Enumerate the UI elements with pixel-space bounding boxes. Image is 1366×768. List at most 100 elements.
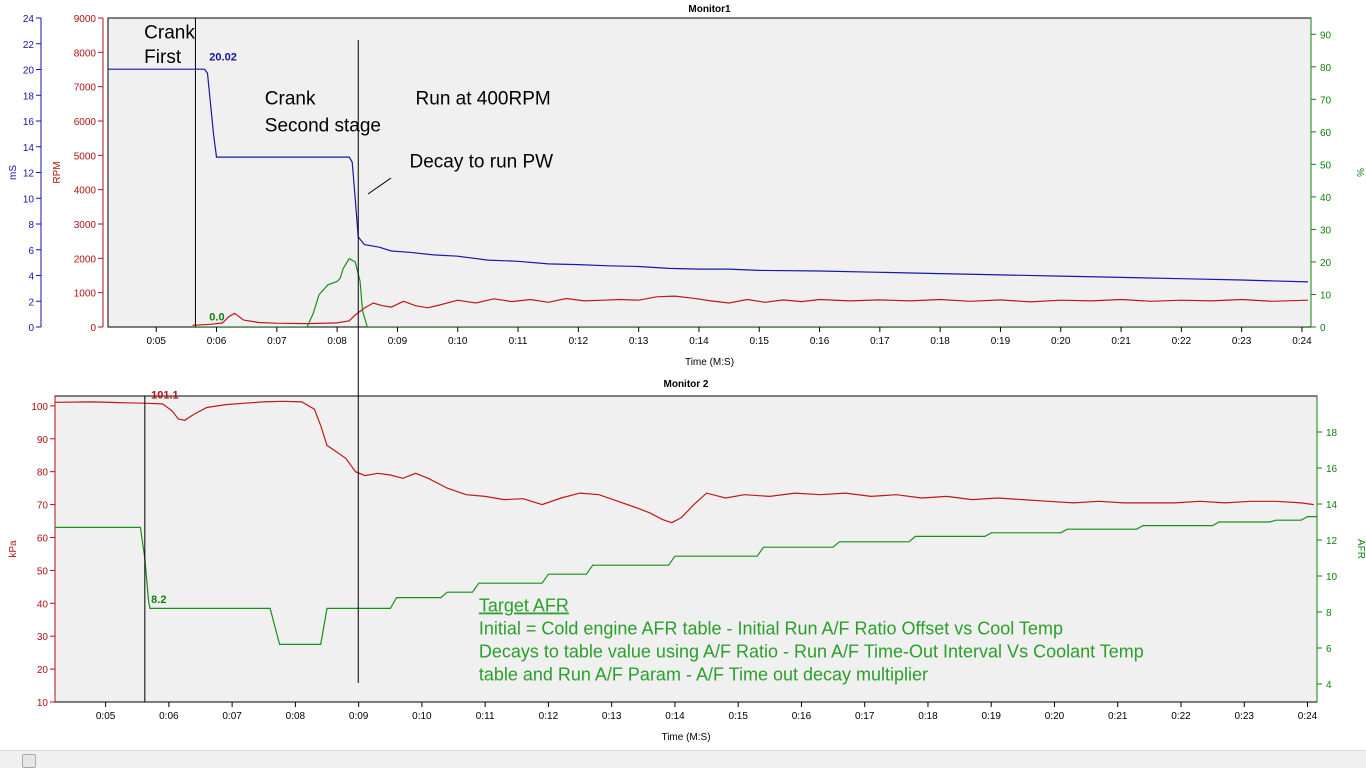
x-tick-label: 0:13 (629, 336, 649, 347)
annotation: Crank (144, 23, 195, 44)
x-axis: 0:05 0:06 0:07 0:08 0:09 0:10 0:11 0:12 0:13 0:14… (96, 702, 1318, 722)
horizontal-scrollbar[interactable] (0, 750, 1366, 768)
x-tick-label: 0:08 (286, 711, 306, 722)
y-tick-label: 0 (28, 323, 34, 334)
annotation: Target AFR (479, 596, 569, 616)
x-tick-label: 0:21 (1111, 336, 1131, 347)
y-tick-label: 14 (1326, 500, 1338, 511)
y-tick-label: 80 (37, 468, 49, 479)
y-axis-label: AFR (1355, 539, 1366, 559)
x-tick-label: 0:12 (539, 711, 559, 722)
y-tick-label: 12 (1326, 536, 1338, 547)
x-tick-label: 0:11 (509, 336, 528, 347)
y-tick-label: 70 (37, 501, 49, 512)
y-tick-label: 9000 (74, 14, 97, 25)
y-tick-label: 16 (1326, 464, 1338, 475)
y-axis-afr: 4 6 8 10 12 14 16 18 AFR (1316, 396, 1366, 702)
x-tick-label: 0:18 (918, 711, 938, 722)
x-tick-label: 0:24 (1298, 711, 1318, 722)
x-tick-label: 0:24 (1292, 336, 1312, 347)
x-axis: 0:05 0:06 0:07 0:08 0:09 0:10 0:11 0:12 0:13 0:14… (147, 327, 1312, 347)
x-tick-label: 0:20 (1045, 711, 1065, 722)
y-tick-label: 6 (28, 246, 34, 257)
series-group (55, 400, 1317, 646)
scrollbar-thumb[interactable] (22, 754, 36, 768)
annotation: Run at 400RPM (416, 88, 551, 109)
y-tick-label: 10 (37, 698, 49, 709)
y-axis-rpm: 0 1000 2000 3000 4000 5000 6000 7000 8000 9000 RPM (52, 14, 104, 334)
x-tick-label: 0:16 (792, 711, 812, 722)
x-tick-label: 0:11 (476, 711, 495, 722)
x-tick-label: 0:18 (930, 336, 950, 347)
y-tick-label: 30 (37, 632, 49, 643)
y-tick-label: 0 (90, 323, 96, 334)
chart-title: Monitor1 (688, 4, 731, 15)
y-tick-label: 16 (23, 117, 35, 128)
x-tick-label: 0:14 (689, 336, 709, 347)
data-label: 0.0 (209, 312, 224, 324)
x-axis-label: Time (M:S) (685, 357, 734, 368)
y-tick-label: 22 (23, 40, 35, 51)
x-tick-label: 0:12 (569, 336, 589, 347)
annotation: Decay to run PW (410, 151, 554, 172)
x-tick-label: 0:13 (602, 711, 622, 722)
y-tick-label: 60 (37, 533, 49, 544)
y-tick-label: 50 (1320, 160, 1332, 171)
y-tick-label: 6 (1326, 644, 1332, 655)
y-axis-kpa: 10 20 30 40 50 60 70 80 90 100 kPa (8, 396, 56, 709)
y-tick-label: 10 (1326, 572, 1338, 583)
x-tick-label: 0:14 (665, 711, 685, 722)
x-tick-label: 0:05 (96, 711, 116, 722)
y-tick-label: 10 (1320, 290, 1332, 301)
chart-2: Monitor 2 0:05 0:06 0:07 0:08 0:09 0:10 0:11 0:1… (8, 379, 1366, 743)
y-tick-label: 90 (37, 435, 49, 446)
y-tick-label: 5000 (74, 151, 97, 162)
y-tick-label: 60 (1320, 128, 1332, 139)
series-line-ms (108, 68, 1309, 283)
x-tick-label: 0:19 (991, 336, 1011, 347)
y-tick-label: 8000 (74, 48, 97, 59)
x-tick-label: 0:09 (388, 336, 408, 347)
y-tick-label: 12 (23, 169, 35, 180)
x-tick-label: 0:06 (207, 336, 227, 347)
x-tick-label: 0:16 (810, 336, 830, 347)
y-tick-label: 8 (28, 220, 34, 231)
y-tick-label: 40 (1320, 193, 1332, 204)
y-tick-label: 4 (28, 272, 34, 283)
x-tick-label: 0:23 (1235, 711, 1255, 722)
plot-area (54, 395, 1318, 703)
y-tick-label: 10 (23, 194, 35, 205)
x-tick-label: 0:22 (1172, 336, 1192, 347)
annotation: First (144, 47, 182, 68)
x-tick-label: 0:19 (981, 711, 1001, 722)
x-tick-label: 0:10 (448, 336, 468, 347)
y-tick-label: 30 (1320, 225, 1332, 236)
x-tick-label: 0:21 (1108, 711, 1128, 722)
x-tick-label: 0:23 (1232, 336, 1252, 347)
x-tick-label: 0:08 (327, 336, 347, 347)
x-tick-label: 0:07 (222, 711, 242, 722)
x-tick-label: 0:07 (267, 336, 287, 347)
x-tick-label: 0:15 (750, 336, 770, 347)
x-tick-label: 0:05 (147, 336, 167, 347)
y-tick-label: 14 (23, 143, 35, 154)
y-tick-label: 18 (1326, 428, 1338, 439)
y-tick-label: 20 (1320, 258, 1332, 269)
y-tick-label: 20 (23, 66, 35, 77)
x-tick-label: 0:20 (1051, 336, 1071, 347)
y-tick-label: 4 (1326, 680, 1332, 691)
y-tick-label: 4000 (74, 186, 97, 197)
y-axis-label: kPa (8, 540, 19, 558)
y-tick-label: 18 (23, 91, 35, 102)
y-tick-label: 70 (1320, 95, 1332, 106)
series-line-rpm (192, 295, 1309, 326)
series-line-kpa (55, 400, 1314, 524)
y-tick-label: 24 (23, 14, 35, 25)
x-tick-label: 0:10 (412, 711, 432, 722)
y-axis-label: mS (8, 165, 19, 180)
y-tick-label: 40 (37, 599, 49, 610)
y-tick-label: 1000 (74, 289, 97, 300)
y-axis-label: % (1354, 168, 1365, 177)
series-line-afr (55, 515, 1317, 646)
annotation: Decays to table value using A/F Ratio - … (479, 642, 1144, 662)
